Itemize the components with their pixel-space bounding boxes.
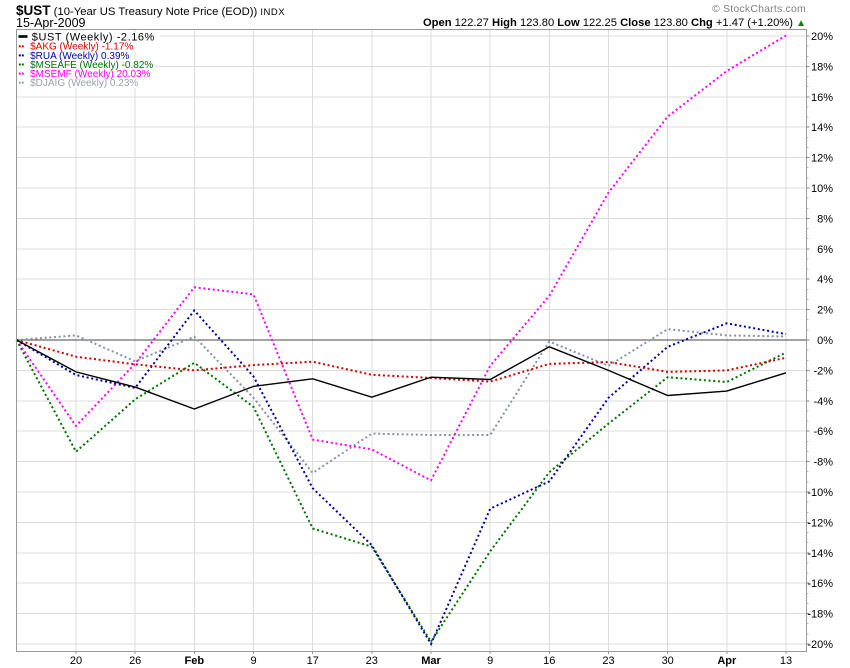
svg-text:2%: 2%: [817, 305, 833, 317]
svg-text:14%: 14%: [811, 122, 833, 134]
svg-text:-20%: -20%: [807, 639, 833, 651]
svg-text:-2%: -2%: [813, 365, 833, 377]
svg-text:8%: 8%: [817, 213, 833, 225]
svg-text:23: 23: [366, 655, 378, 667]
svg-text:-6%: -6%: [813, 426, 833, 438]
svg-text:26: 26: [129, 655, 141, 667]
svg-text:$MSEAFE (Weekly) -0.82%: $MSEAFE (Weekly) -0.82%: [30, 60, 153, 71]
svg-text:$MSEMF (Weekly) 20.03%: $MSEMF (Weekly) 20.03%: [30, 69, 151, 80]
svg-text:Mar: Mar: [421, 655, 441, 667]
svg-text:$AKG (Weekly) -1.17%: $AKG (Weekly) -1.17%: [30, 42, 133, 53]
svg-text:30: 30: [662, 655, 674, 667]
svg-text:-4%: -4%: [813, 396, 833, 408]
svg-text:$UST (Weekly) -2.16%: $UST (Weekly) -2.16%: [32, 32, 155, 44]
svg-text:$DJAIG (Weekly) 0.23%: $DJAIG (Weekly) 0.23%: [30, 78, 138, 89]
svg-text:4%: 4%: [817, 274, 833, 286]
svg-text:9: 9: [250, 655, 256, 667]
svg-text:9: 9: [487, 655, 493, 667]
svg-text:17: 17: [307, 655, 319, 667]
svg-text:Apr: Apr: [717, 655, 737, 667]
svg-text:0%: 0%: [817, 335, 833, 347]
svg-text:16%: 16%: [811, 92, 833, 104]
svg-text:23: 23: [602, 655, 614, 667]
svg-text:-14%: -14%: [807, 548, 833, 560]
svg-text:12%: 12%: [811, 153, 833, 165]
svg-text:-8%: -8%: [813, 457, 833, 469]
svg-text:6%: 6%: [817, 244, 833, 256]
svg-text:18%: 18%: [811, 61, 833, 73]
svg-text:$RUA (Weekly) 0.39%: $RUA (Weekly) 0.39%: [30, 51, 129, 62]
svg-text:Feb: Feb: [185, 655, 205, 667]
svg-text:13: 13: [780, 655, 792, 667]
svg-text:-18%: -18%: [807, 609, 833, 621]
svg-text:20%: 20%: [811, 31, 833, 43]
svg-text:16: 16: [543, 655, 555, 667]
svg-text:-16%: -16%: [807, 578, 833, 590]
svg-text:20: 20: [70, 655, 82, 667]
svg-text:-10%: -10%: [807, 487, 833, 499]
svg-text:10%: 10%: [811, 183, 833, 195]
svg-text:-12%: -12%: [807, 517, 833, 529]
